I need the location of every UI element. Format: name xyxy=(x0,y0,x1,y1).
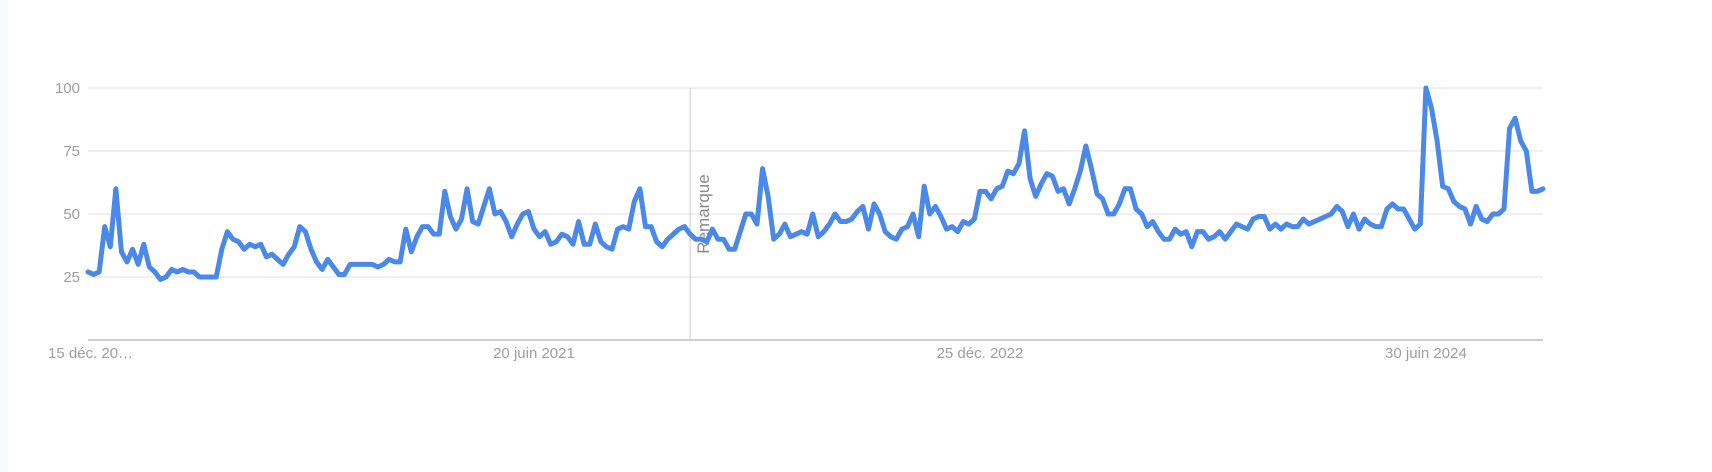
x-axis-ticks: 15 déc. 20… 20 juin 2021 25 déc. 2022 30 ju… xyxy=(48,345,1467,362)
x-tick-label: 25 déc. 2022 xyxy=(937,345,1024,362)
x-tick-label: 20 juin 2021 xyxy=(493,345,575,362)
x-tick-label: 30 juin 2024 xyxy=(1385,345,1467,362)
chart-card: Remarque 25 50 75 100 15 déc. 20… 20 juin 20… xyxy=(8,0,1712,472)
y-tick-label: 100 xyxy=(55,80,80,97)
annotation-marker: Remarque xyxy=(690,88,713,340)
y-tick-label: 50 xyxy=(63,206,80,223)
gridlines xyxy=(88,88,1543,340)
interest-over-time-chart: Remarque 25 50 75 100 15 déc. 20… 20 juin 20… xyxy=(8,0,1712,472)
y-axis-ticks: 25 50 75 100 xyxy=(55,80,80,286)
x-tick-label: 15 déc. 20… xyxy=(48,345,133,362)
y-tick-label: 75 xyxy=(63,143,80,160)
series-layer xyxy=(88,88,1543,280)
series-line xyxy=(88,88,1543,280)
y-tick-label: 25 xyxy=(63,269,80,286)
